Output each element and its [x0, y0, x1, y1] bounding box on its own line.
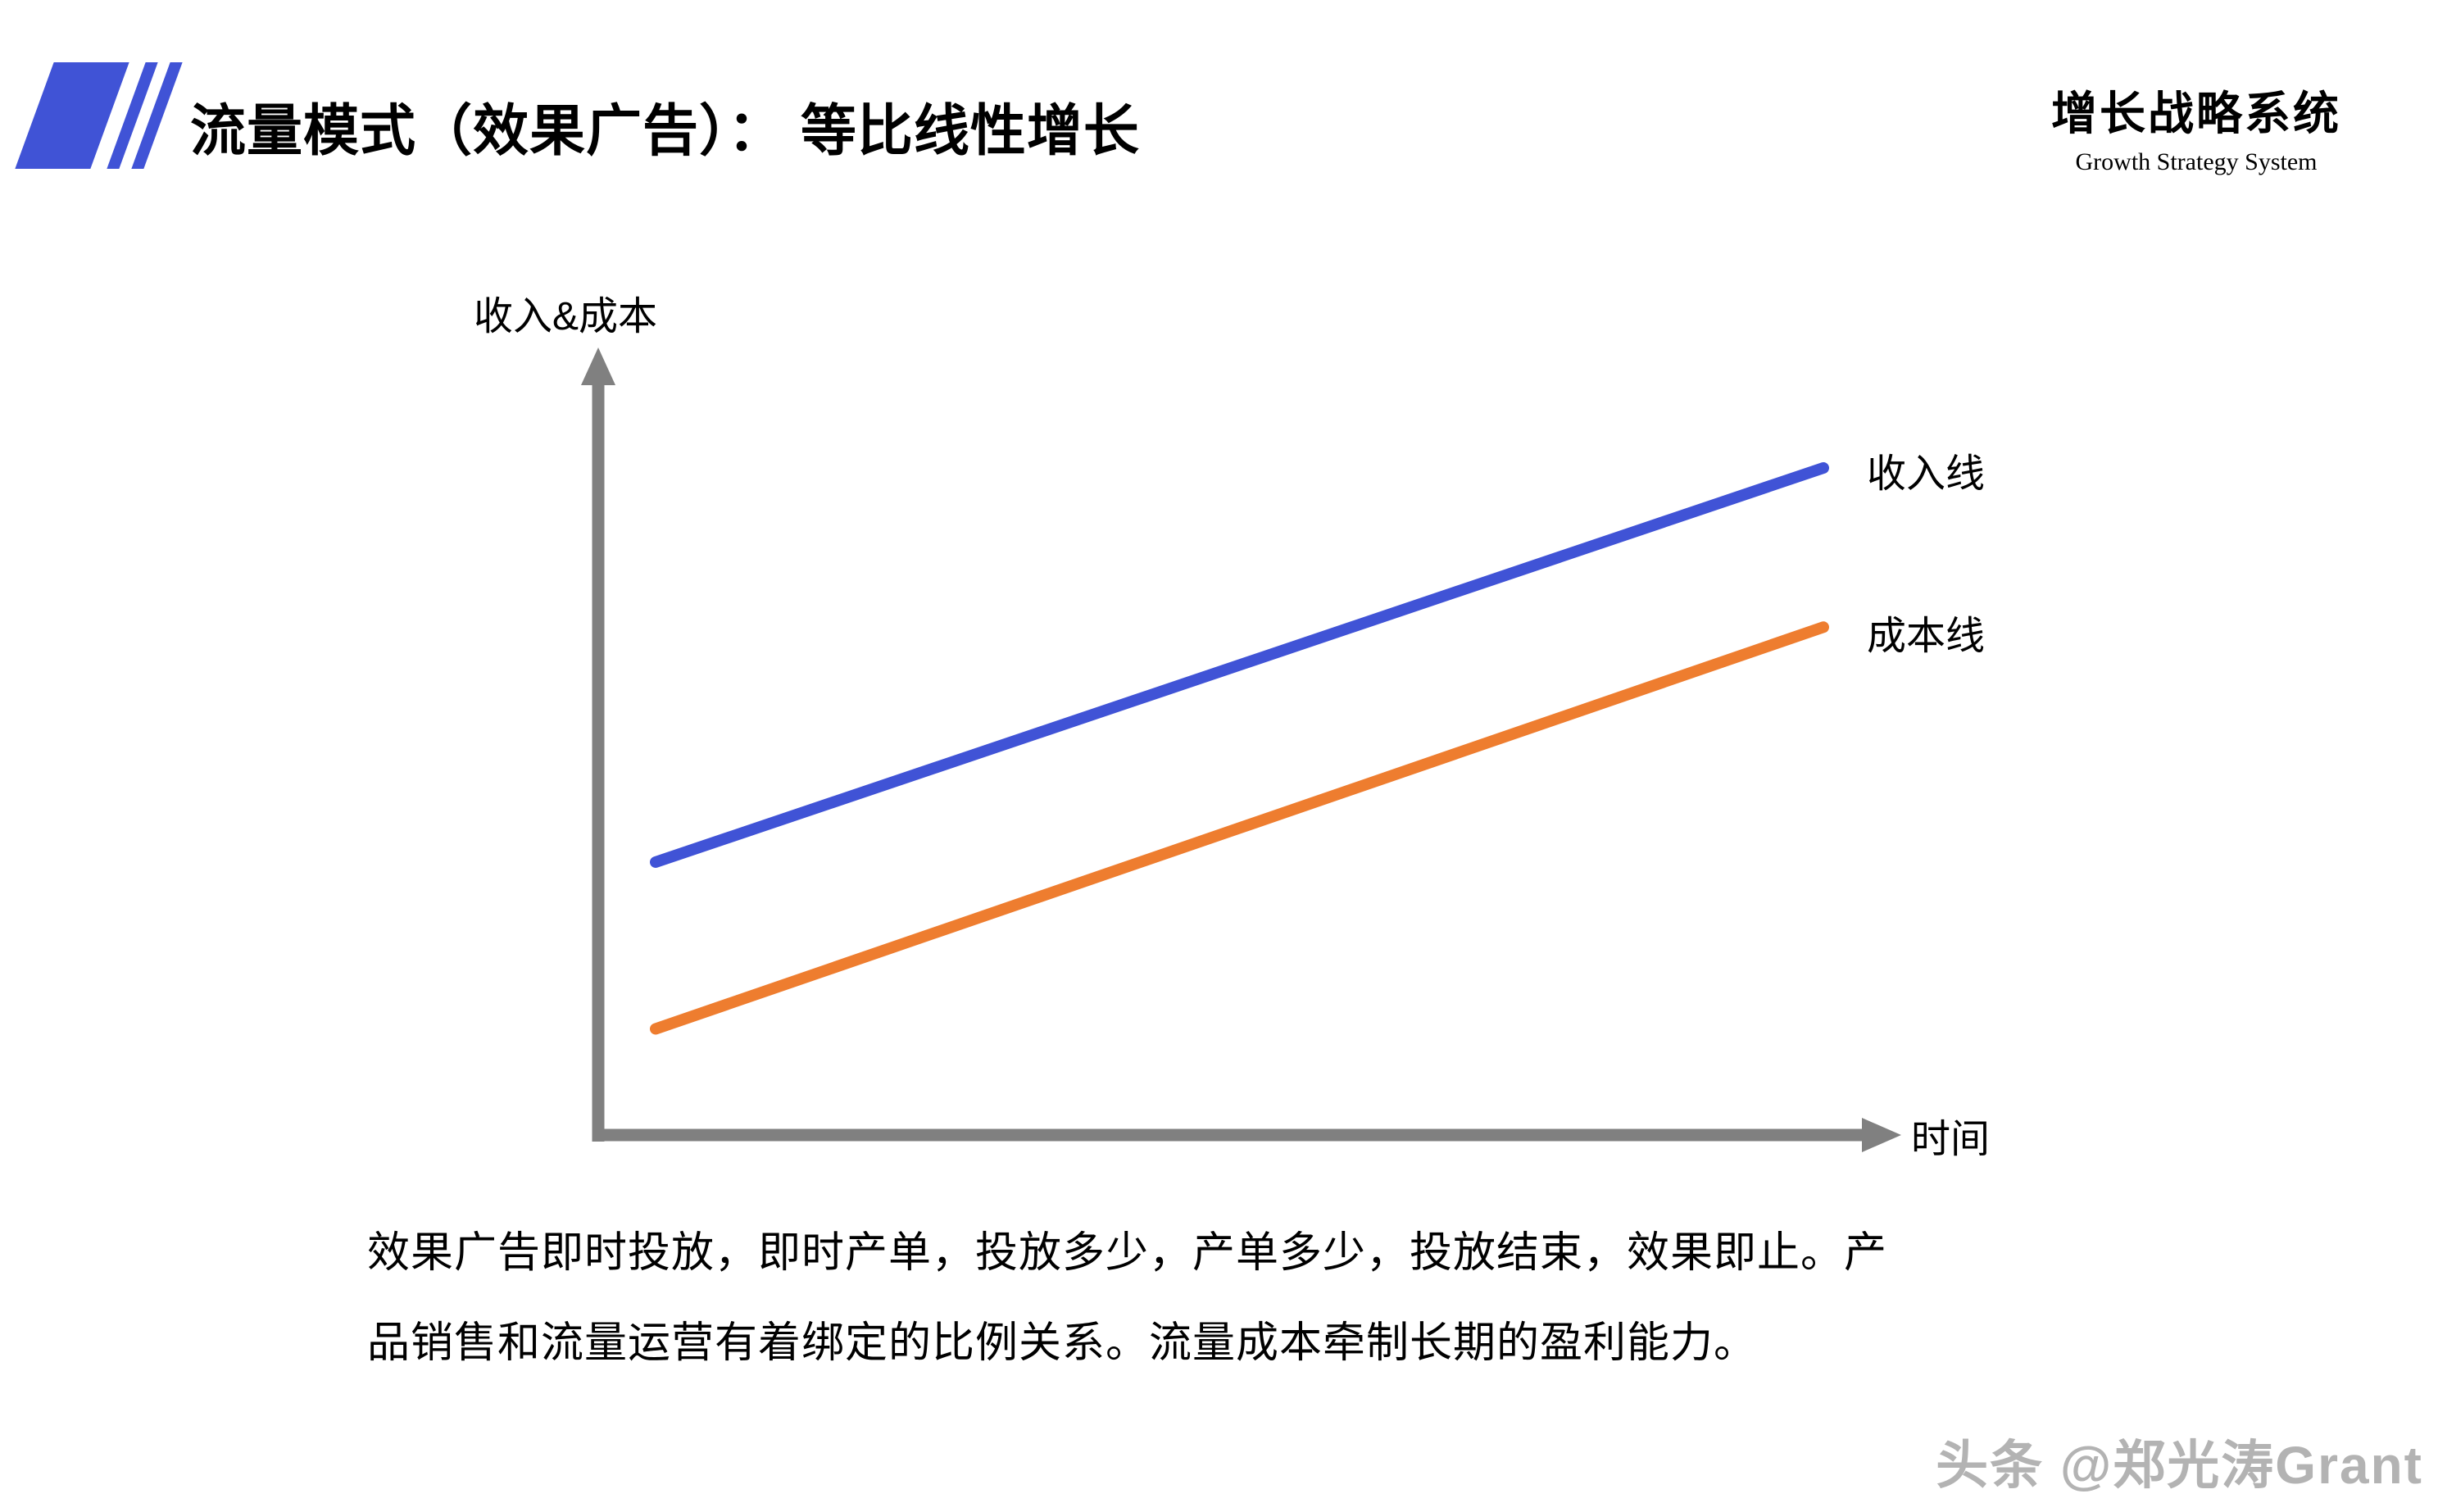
series-label-revenue: 收入线 [1867, 452, 1986, 496]
caption: 效果广告即时投放，即时产单，投放多少，产单多少，投放结束，效果即止。产 品销售和… [367, 1208, 1887, 1388]
y-axis-label: 收入&成本 [474, 295, 658, 338]
series-label-cost: 成本线 [1867, 615, 1986, 658]
brand-title: 增长战略系统 [2051, 89, 2341, 140]
watermark: 头条 @郑光涛Grant [1936, 1436, 2423, 1495]
revenue-line [650, 462, 1829, 868]
caption-line-1: 效果广告即时投放，即时产单，投放多少，产单多少，投放结束，效果即止。产 [367, 1229, 1888, 1277]
brand-block: 增长战略系统 Growth Strategy System [2051, 77, 2341, 176]
slide-title: 流量模式（效果广告）： 等比线性增长 [190, 100, 1140, 162]
growth-chart [581, 347, 1901, 1152]
brand-subtitle: Growth Strategy System [2075, 148, 2318, 175]
x-axis-label: 时间 [1911, 1118, 1991, 1161]
logo-parallelogram [15, 62, 183, 169]
cost-line [650, 621, 1829, 1035]
caption-line-2: 品销售和流量运营有着绑定的比例关系。流量成本牵制长期的盈利能力。 [367, 1319, 1758, 1367]
y-axis-arrow [581, 347, 615, 385]
x-axis-arrow [1862, 1118, 1901, 1152]
